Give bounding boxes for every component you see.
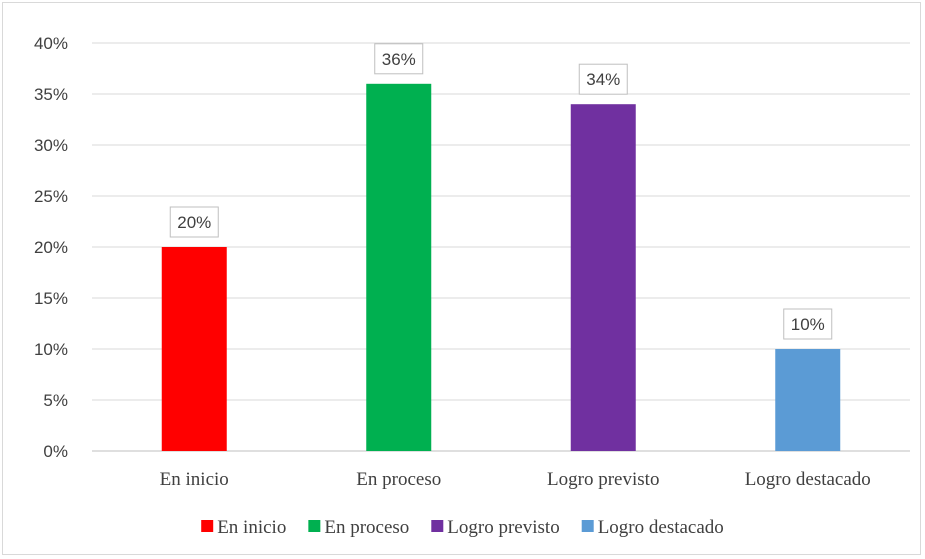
y-tick-label: 25% xyxy=(34,187,68,206)
legend-swatch xyxy=(201,520,214,532)
legend-label: En inicio xyxy=(217,517,286,538)
y-tick-label: 35% xyxy=(34,85,68,104)
category-label: En inicio xyxy=(160,469,229,490)
data-label-box xyxy=(169,206,219,238)
category-label: Logro destacado xyxy=(745,469,871,490)
data-label-box xyxy=(374,43,424,75)
y-tick-label: 20% xyxy=(34,238,68,257)
y-tick-label: 0% xyxy=(43,442,68,461)
y-tick-label: 10% xyxy=(34,340,68,359)
bar-logro-previsto xyxy=(570,104,636,451)
data-label: 10% xyxy=(791,315,825,334)
legend-swatch xyxy=(431,520,444,532)
legend-label: Logro destacado xyxy=(598,517,724,538)
y-tick-label: 15% xyxy=(34,289,68,308)
data-label-box xyxy=(783,308,833,340)
legend-label: Logro previsto xyxy=(447,517,559,538)
data-label: 36% xyxy=(382,50,416,69)
y-tick-label: 40% xyxy=(34,34,68,53)
data-label: 34% xyxy=(586,70,620,89)
legend-swatch xyxy=(581,520,594,532)
y-tick-label: 30% xyxy=(34,136,68,155)
category-label: En proceso xyxy=(356,469,441,490)
bar-logro-destacado xyxy=(775,349,841,451)
category-label: Logro previsto xyxy=(547,469,659,490)
y-tick-label: 5% xyxy=(43,391,68,410)
data-label: 20% xyxy=(177,213,211,232)
bar-en-proceso xyxy=(366,83,432,452)
data-label-box xyxy=(578,63,628,95)
bar-en-inicio xyxy=(161,247,227,451)
legend-swatch xyxy=(308,520,321,532)
legend-label: En proceso xyxy=(324,517,409,538)
